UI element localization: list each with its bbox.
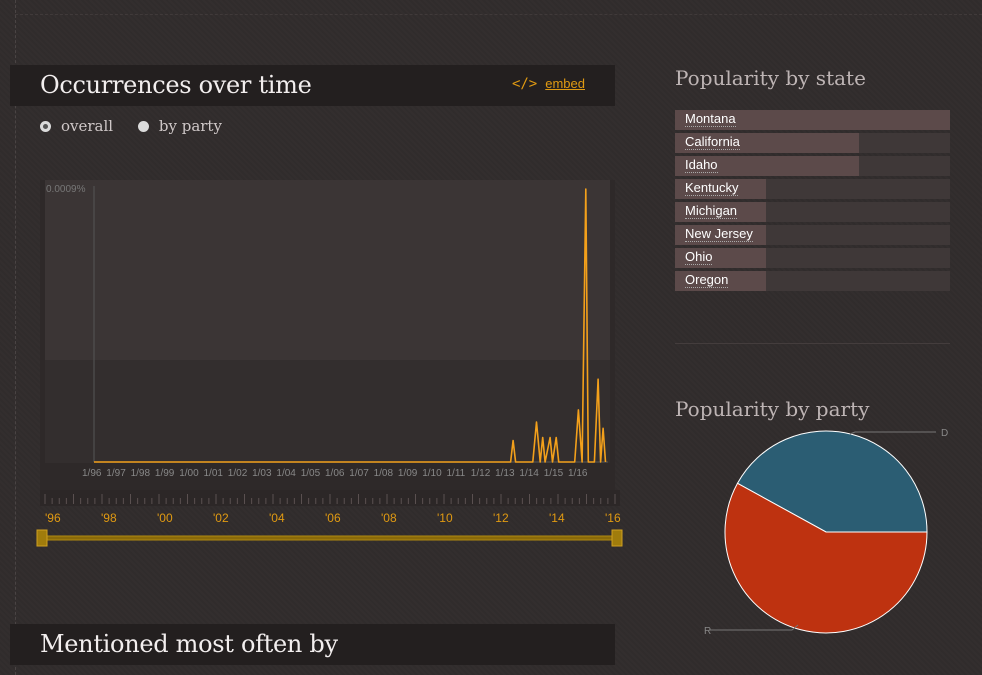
- state-bar: [675, 248, 766, 268]
- state-name[interactable]: Montana: [685, 111, 736, 127]
- x-tick-label: 1/99: [155, 468, 175, 479]
- x-tick-label: 1/12: [471, 468, 491, 479]
- code-icon: </>: [511, 76, 538, 92]
- state-row[interactable]: Kentucky: [675, 179, 950, 199]
- view-mode-radios: overall by party: [40, 117, 242, 136]
- x-tick-label: 1/05: [301, 468, 321, 479]
- occurrences-header: Occurrences over time </> embed: [10, 65, 615, 106]
- radio-overall[interactable]: overall: [40, 117, 113, 135]
- x-tick-label: 1/06: [325, 468, 345, 479]
- state-bar: [675, 156, 860, 176]
- x-tick-label: 1/02: [228, 468, 248, 479]
- x-tick-label: 1/13: [495, 468, 515, 479]
- state-bar: [675, 179, 766, 199]
- state-bar: [675, 133, 860, 153]
- chart-lower-band: [45, 360, 610, 463]
- left-guide-line: [15, 0, 16, 675]
- x-tick-label: 1/08: [374, 468, 394, 479]
- x-tick-label: 1/98: [131, 468, 151, 479]
- x-tick-label: 1/00: [179, 468, 199, 479]
- occurrences-line-chart: 0.0009% 1/96 1/97 1/98 1/99 1/00 1/01 1/02 1/03 1…: [40, 180, 615, 490]
- x-tick-label: 1/04: [276, 468, 296, 479]
- x-tick-label: 1/11: [447, 468, 466, 479]
- radio-unchecked-icon[interactable]: [137, 120, 149, 132]
- embed-label[interactable]: embed: [545, 76, 585, 91]
- timeline-year-label: '98: [101, 511, 117, 525]
- timeline-year-label: '16: [605, 511, 621, 525]
- state-bar: [675, 225, 766, 245]
- state-popularity-title: Popularity by state: [675, 66, 866, 90]
- x-tick-label: 1/96: [82, 468, 102, 479]
- radio-overall-label: overall: [61, 117, 114, 135]
- x-tick-label: 1/14: [519, 468, 539, 479]
- state-row[interactable]: New Jersey: [675, 225, 950, 245]
- state-name[interactable]: New Jersey: [685, 226, 753, 242]
- x-tick-label: 1/03: [252, 468, 272, 479]
- state-row[interactable]: California: [675, 133, 950, 153]
- leader-line-r: [710, 624, 799, 631]
- y-max-label: 0.0009%: [46, 184, 86, 195]
- state-name[interactable]: Kentucky: [685, 180, 739, 196]
- timeline-svg[interactable]: '96 '98 '00 '02 '04 '06 '08 '10 '12 '14 '16: [35, 490, 625, 560]
- radio-by-party-label: by party: [158, 117, 222, 135]
- embed-link[interactable]: </> embed: [512, 76, 585, 92]
- pie-slice-d: [736, 430, 928, 533]
- state-row[interactable]: Idaho: [675, 156, 950, 176]
- state-name[interactable]: Ohio: [685, 249, 713, 265]
- state-row[interactable]: Michigan: [675, 202, 950, 222]
- top-guide-line: [15, 14, 982, 15]
- timeline-year-label: '00: [157, 511, 173, 525]
- pie-label-d: D: [941, 428, 948, 439]
- leader-line-d: [849, 431, 936, 435]
- timeline-year-label: '96: [45, 511, 61, 525]
- timeline-year-label: '06: [325, 511, 341, 525]
- timeline-year-label: '10: [437, 511, 453, 525]
- party-pie-svg: DR: [704, 428, 948, 637]
- pie-label-r: R: [704, 626, 711, 637]
- x-tick-label: 1/15: [544, 468, 564, 479]
- state-bar: [675, 202, 766, 222]
- range-handle-right[interactable]: [611, 529, 623, 547]
- timeline-year-label: '08: [381, 511, 397, 525]
- state-name[interactable]: Idaho: [685, 157, 718, 173]
- occurrences-title: Occurrences over time: [40, 71, 312, 99]
- pie-slice-r: [724, 482, 928, 634]
- timeline-year-label: '12: [493, 511, 509, 525]
- state-name[interactable]: Oregon: [685, 272, 729, 288]
- state-name[interactable]: Michigan: [685, 203, 738, 219]
- section-divider: [675, 343, 950, 344]
- x-tick-label: 1/16: [568, 468, 588, 479]
- radio-by-party[interactable]: by party: [137, 117, 222, 135]
- x-tick-label: 1/09: [398, 468, 418, 479]
- series-line: [94, 188, 607, 463]
- timeline-year-label: '02: [213, 511, 229, 525]
- timeline-range-bar: [40, 535, 620, 541]
- radio-checked-icon[interactable]: [40, 120, 51, 132]
- state-bar: [675, 110, 950, 130]
- party-popularity-title: Popularity by party: [675, 397, 870, 421]
- x-tick-label: 1/07: [349, 468, 369, 479]
- state-row[interactable]: Ohio: [675, 248, 950, 268]
- timeline-slider[interactable]: '96 '98 '00 '02 '04 '06 '08 '10 '12 '14 '16: [35, 490, 625, 560]
- timeline-year-label: '14: [549, 511, 565, 525]
- state-row[interactable]: Oregon: [675, 271, 950, 291]
- mentioned-header: Mentioned most often by: [10, 624, 615, 665]
- state-name[interactable]: California: [685, 134, 740, 150]
- range-handle-left[interactable]: [36, 529, 48, 547]
- occurrences-chart: 0.0009% 1/96 1/97 1/98 1/99 1/00 1/01 1/02 1/03 1…: [40, 180, 615, 490]
- x-tick-label: 1/97: [106, 468, 126, 479]
- x-tick-label: 1/10: [422, 468, 442, 479]
- state-row[interactable]: Montana: [675, 110, 950, 130]
- mentioned-title: Mentioned most often by: [40, 630, 338, 658]
- timeline-year-label: '04: [269, 511, 285, 525]
- chart-upper-band: [45, 180, 610, 360]
- state-bar: [675, 271, 766, 291]
- x-tick-label: 1/01: [204, 468, 224, 479]
